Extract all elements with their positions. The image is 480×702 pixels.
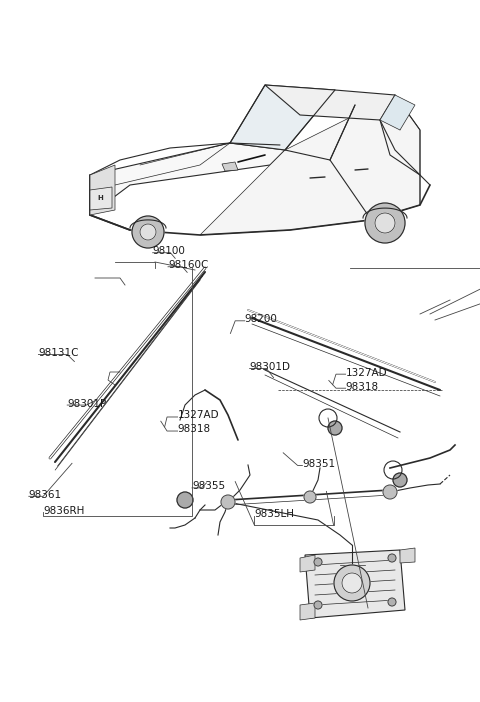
Polygon shape (230, 85, 335, 150)
Circle shape (132, 216, 164, 248)
Circle shape (365, 203, 405, 243)
Text: 98160C: 98160C (168, 260, 208, 270)
Polygon shape (200, 95, 420, 235)
Circle shape (221, 495, 235, 509)
Polygon shape (90, 165, 115, 215)
Text: 98318: 98318 (178, 424, 211, 434)
Circle shape (177, 492, 193, 508)
Text: H: H (97, 195, 103, 201)
Text: 98301P: 98301P (67, 399, 107, 409)
Text: 98100: 98100 (153, 246, 185, 256)
Circle shape (328, 421, 342, 435)
Polygon shape (380, 95, 415, 130)
Circle shape (334, 565, 370, 601)
Polygon shape (222, 162, 238, 171)
Text: 98351: 98351 (302, 459, 336, 469)
Text: 98131C: 98131C (38, 348, 79, 358)
Polygon shape (300, 555, 315, 572)
Text: 1327AD: 1327AD (178, 410, 219, 420)
Polygon shape (265, 85, 395, 120)
Text: 1327AD: 1327AD (346, 368, 387, 378)
Text: 98301D: 98301D (250, 362, 290, 372)
Circle shape (388, 554, 396, 562)
Text: 9836RH: 9836RH (43, 506, 84, 516)
Polygon shape (305, 550, 405, 618)
Circle shape (393, 473, 407, 487)
Polygon shape (90, 143, 285, 215)
Polygon shape (90, 187, 112, 210)
Text: 98200: 98200 (245, 314, 277, 324)
Text: 98355: 98355 (192, 482, 225, 491)
Text: 98361: 98361 (29, 490, 62, 500)
Circle shape (314, 558, 322, 566)
Circle shape (342, 573, 362, 593)
Polygon shape (300, 603, 315, 620)
Polygon shape (400, 548, 415, 563)
Circle shape (140, 224, 156, 240)
Text: 98318: 98318 (346, 382, 379, 392)
Text: 9835LH: 9835LH (254, 510, 294, 519)
Circle shape (375, 213, 395, 233)
Circle shape (304, 491, 316, 503)
Circle shape (383, 485, 397, 499)
Circle shape (388, 598, 396, 606)
Circle shape (314, 601, 322, 609)
